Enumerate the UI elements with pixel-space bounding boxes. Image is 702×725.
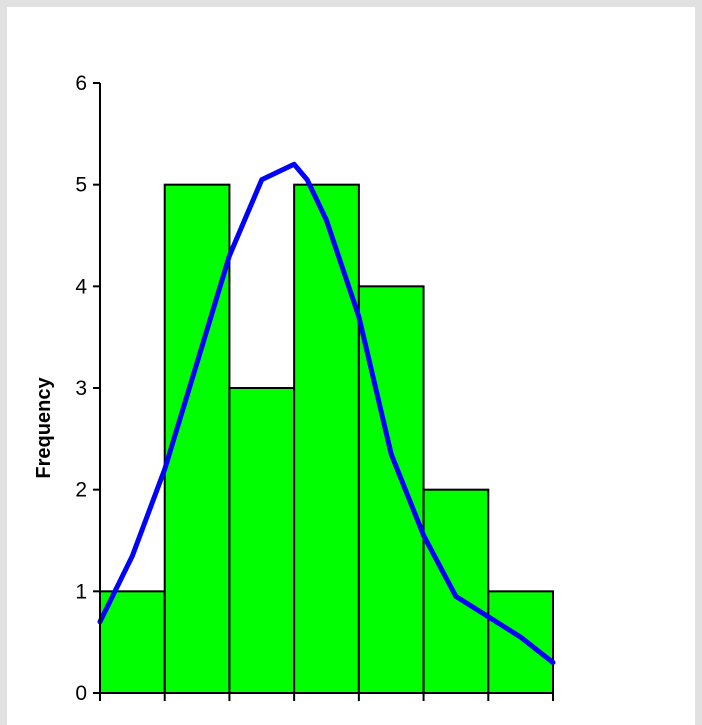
y-tick-label: 0 xyxy=(75,682,87,705)
y-tick-label: 5 xyxy=(75,174,87,197)
bar-7 xyxy=(487,590,554,694)
bar-4 xyxy=(293,183,360,695)
fitted-curve xyxy=(97,161,556,665)
bar-3 xyxy=(228,387,296,694)
y-ticks-group: 0 1 2 3 4 5 6 xyxy=(75,72,100,705)
y-axis-title: Frequency xyxy=(33,377,55,479)
bars-group xyxy=(99,183,554,695)
y-tick-label: 2 xyxy=(75,479,87,502)
y-tick-label: 1 xyxy=(75,580,87,603)
y-tick-label: 6 xyxy=(75,72,87,95)
y-tick-label: 4 xyxy=(75,275,87,298)
bar-1 xyxy=(99,590,166,694)
x-ticks-group xyxy=(99,693,554,701)
y-tick-label: 3 xyxy=(75,377,87,400)
curve-group xyxy=(97,161,556,665)
